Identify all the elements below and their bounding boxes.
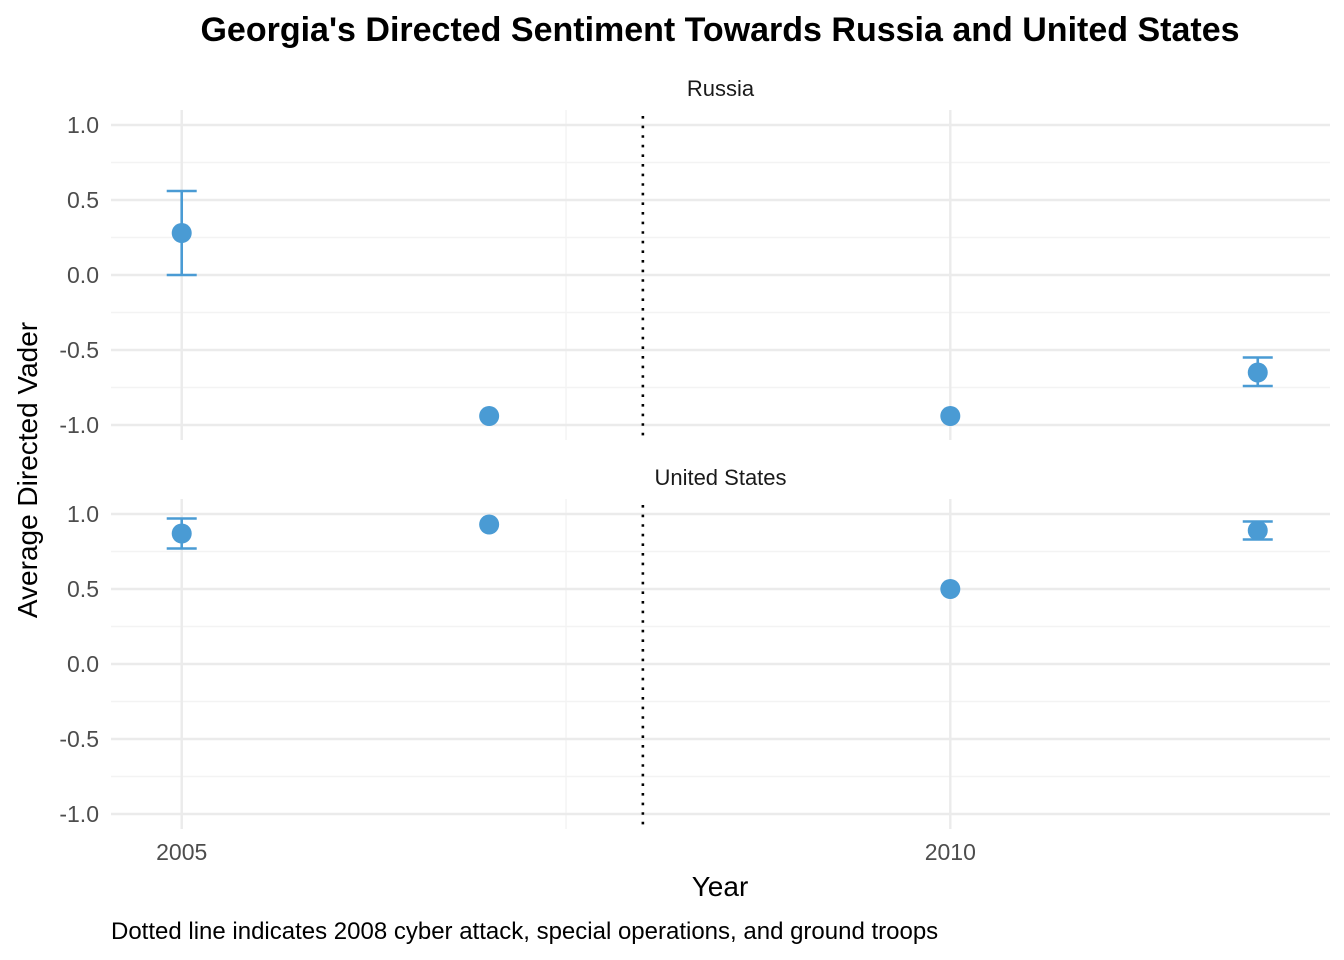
x-tick-label: 2010 [925,839,976,865]
data-point [1247,362,1268,383]
data-point [479,514,500,535]
x-axis-title: Year [692,871,749,902]
chart-title: Georgia's Directed Sentiment Towards Rus… [200,11,1239,49]
y-tick-label: -1.0 [59,412,99,438]
facet-panel-0: 1.0 0.5 0.0 -0.5 -1.0 Russia [59,76,1330,440]
chart-caption: Dotted line indicates 2008 cyber attack,… [111,918,938,945]
y-tick-label: 1.0 [67,501,99,527]
data-point [171,223,192,243]
y-tick-label: 0.0 [67,262,99,288]
y-tick-label: 0.5 [67,187,99,213]
y-tick-label: 0.5 [67,576,99,602]
y-tick-label: -1.0 [59,801,99,827]
facet-strip-label: Russia [687,76,755,101]
data-point [940,406,961,426]
data-point [479,406,500,426]
y-axis-title: Average Directed Vader [12,322,43,618]
y-tick-label: 1.0 [67,112,99,138]
data-point [940,579,961,599]
y-tick-label: 0.0 [67,651,99,677]
facet-strip-label: United States [654,465,786,490]
data-point [1247,520,1268,541]
data-point [171,523,192,544]
x-tick-label: 2005 [156,839,207,865]
y-tick-label: -0.5 [59,337,99,363]
facet-panel-1: 1.0 0.5 0.0 -0.5 -1.0 United States [59,465,1330,829]
y-tick-label: -0.5 [59,726,99,752]
